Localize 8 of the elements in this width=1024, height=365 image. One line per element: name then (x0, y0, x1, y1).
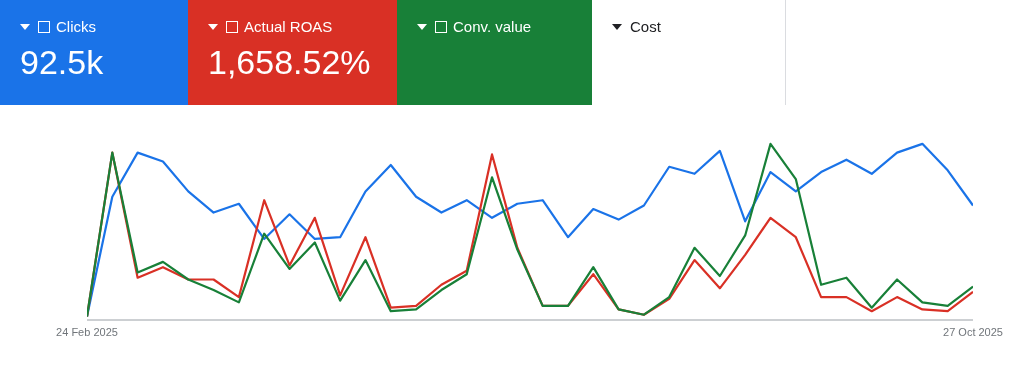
text: Cost (630, 18, 661, 35)
legend-label: Actual ROAS (244, 18, 333, 35)
text: 92.5k (20, 43, 105, 82)
legend-label: Conv. value (453, 18, 532, 35)
text: 1,658.52% (208, 43, 372, 82)
x-tick-label: 24 Feb 2025 (56, 325, 118, 338)
x-tick-label: 27 Oct 2025 (943, 325, 1003, 338)
legend-label: Clicks (56, 18, 96, 35)
